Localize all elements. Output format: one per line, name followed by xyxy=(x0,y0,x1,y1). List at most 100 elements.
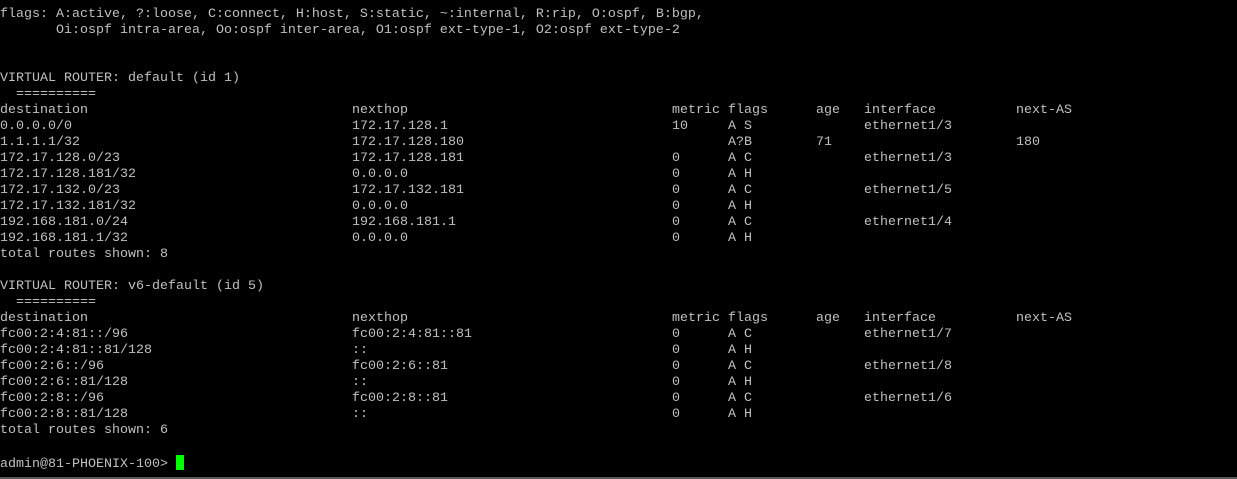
interface-cell: ethernet1/6 xyxy=(864,391,952,406)
interface-cell: ethernet1/3 xyxy=(864,119,952,134)
nexthop-cell: :: xyxy=(352,343,368,358)
flags-cell: A H xyxy=(728,231,752,246)
destination-cell: destination xyxy=(0,311,88,326)
metric-cell: 0 xyxy=(672,391,680,406)
destination-cell: fc00:2:8::/96 xyxy=(0,391,104,406)
destination-cell: 192.168.181.0/24 xyxy=(0,215,128,230)
flags-cell: A H xyxy=(728,407,752,422)
prompt-line[interactable]: admin@81-PHOENIX-100> xyxy=(0,455,1237,472)
metric-cell: metric xyxy=(672,311,720,326)
nexthop-cell: 192.168.181.1 xyxy=(352,215,456,230)
destination-cell: 172.17.132.181/32 xyxy=(0,199,136,214)
metric-cell: 10 xyxy=(672,119,688,134)
table-row: 172.17.132.0/23 172.17.132.181 0 A C etherne… xyxy=(0,183,1237,199)
table-row: fc00:2:4:81::81/128:: 0 A H xyxy=(0,343,1237,359)
flags-cell: A H xyxy=(728,199,752,214)
blank-line xyxy=(0,263,1237,279)
table-row: 1.1.1.1/32 172.17.128.180 A?B 71 180 xyxy=(0,135,1237,151)
flags-cell: flags xyxy=(728,103,768,118)
routing-tables: VIRTUAL ROUTER: default (id 1) =========… xyxy=(0,71,1237,439)
nexthop-cell: fc00:2:6::81 xyxy=(352,359,448,374)
destination-cell: fc00:2:4:81::/96 xyxy=(0,327,128,342)
next-as-cell: next-AS xyxy=(1016,311,1072,326)
interface-cell: ethernet1/7 xyxy=(864,327,952,342)
cursor xyxy=(175,455,184,470)
metric-cell: 0 xyxy=(672,407,680,422)
next-as-cell: next-AS xyxy=(1016,103,1072,118)
virtual-router-title: VIRTUAL ROUTER: default (id 1) xyxy=(0,71,240,86)
metric-cell: 0 xyxy=(672,359,680,374)
destination-cell: fc00:2:6::81/128 xyxy=(0,375,128,390)
destination-cell: destination xyxy=(0,103,88,118)
flags-cell: A C xyxy=(728,391,752,406)
metric-cell: 0 xyxy=(672,167,680,182)
prompt: admin@81-PHOENIX-100> xyxy=(0,457,168,472)
total-routes: total routes shown: 6 xyxy=(0,423,168,438)
table-header: destination nexthop metric flags age interfac… xyxy=(0,103,1237,119)
blank-line xyxy=(0,439,1237,455)
table-header: destination nexthop metric flags age interfac… xyxy=(0,311,1237,327)
metric-cell: metric xyxy=(672,103,720,118)
destination-cell: fc00:2:8::81/128 xyxy=(0,407,128,422)
blank-line xyxy=(0,55,1237,71)
blank-line xyxy=(0,39,1237,55)
table-row: fc00:2:8::81/128:: 0 A H xyxy=(0,407,1237,423)
destination-cell: 1.1.1.1/32 xyxy=(0,135,80,150)
flags-cell: A H xyxy=(728,375,752,390)
flags-cell: A C xyxy=(728,183,752,198)
table-row: 192.168.181.0/24 192.168.181.1 0 A C etherne… xyxy=(0,215,1237,231)
metric-cell: 0 xyxy=(672,375,680,390)
title-underline: ========== xyxy=(0,87,96,102)
flags-cell: A C xyxy=(728,151,752,166)
virtual-router-title: VIRTUAL ROUTER: v6-default (id 5) xyxy=(0,279,264,294)
nexthop-cell: 172.17.128.181 xyxy=(352,151,464,166)
age-cell: 71 xyxy=(816,135,832,150)
table-row: fc00:2:8::/96 fc00:2:8::81 0 A C ethernet1/6 xyxy=(0,391,1237,407)
destination-cell: 192.168.181.1/32 xyxy=(0,231,128,246)
nexthop-cell: 172.17.132.181 xyxy=(352,183,464,198)
metric-cell: 0 xyxy=(672,327,680,342)
interface-cell: ethernet1/8 xyxy=(864,359,952,374)
table-row: fc00:2:6::/96 fc00:2:6::81 0 A C ethernet1/8 xyxy=(0,359,1237,375)
total-routes: total routes shown: 8 xyxy=(0,247,168,262)
flags-cell: A C xyxy=(728,359,752,374)
interface-cell: ethernet1/5 xyxy=(864,183,952,198)
interface-cell: interface xyxy=(864,311,936,326)
destination-cell: fc00:2:4:81::81/128 xyxy=(0,343,152,358)
nexthop-cell: 172.17.128.180 xyxy=(352,135,464,150)
nexthop-cell: :: xyxy=(352,407,368,422)
nexthop-cell: 0.0.0.0 xyxy=(352,167,408,182)
nexthop-cell: nexthop xyxy=(352,103,408,118)
next-as-cell: 180 xyxy=(1016,135,1040,150)
title-underline: ========== xyxy=(0,295,96,310)
interface-cell: ethernet1/3 xyxy=(864,151,952,166)
flags-legend-line-2: Oi:ospf intra-area, Oo:ospf inter-area, … xyxy=(0,23,680,38)
flags-cell: A C xyxy=(728,327,752,342)
metric-cell: 0 xyxy=(672,215,680,230)
destination-cell: 172.17.128.0/23 xyxy=(0,151,120,166)
table-row: fc00:2:4:81::/96 fc00:2:4:81::81 0 A C ether… xyxy=(0,327,1237,343)
destination-cell: fc00:2:6::/96 xyxy=(0,359,104,374)
table-row: 172.17.128.181/32 0.0.0.0 0 A H xyxy=(0,167,1237,183)
metric-cell: 0 xyxy=(672,231,680,246)
table-row: 0.0.0.0/0 172.17.128.1 10 A S ethernet1/3 xyxy=(0,119,1237,135)
metric-cell: 0 xyxy=(672,151,680,166)
age-cell: age xyxy=(816,103,840,118)
flags-cell: flags xyxy=(728,311,768,326)
metric-cell: 0 xyxy=(672,343,680,358)
flags-cell: A C xyxy=(728,215,752,230)
table-row: fc00:2:6::81/128:: 0 A H xyxy=(0,375,1237,391)
flags-cell: A S xyxy=(728,119,752,134)
nexthop-cell: :: xyxy=(352,375,368,390)
window-bottom-edge xyxy=(0,477,1237,479)
table-row: 172.17.128.0/23 172.17.128.181 0 A C etherne… xyxy=(0,151,1237,167)
destination-cell: 172.17.128.181/32 xyxy=(0,167,136,182)
interface-cell: ethernet1/4 xyxy=(864,215,952,230)
interface-cell: interface xyxy=(864,103,936,118)
age-cell: age xyxy=(816,311,840,326)
nexthop-cell: nexthop xyxy=(352,311,408,326)
terminal-output[interactable]: flags: A:active, ?:loose, C:connect, H:h… xyxy=(0,7,1237,472)
nexthop-cell: fc00:2:4:81::81 xyxy=(352,327,472,342)
flags-cell: A H xyxy=(728,167,752,182)
table-row: 192.168.181.1/32 0.0.0.0 0 A H xyxy=(0,231,1237,247)
